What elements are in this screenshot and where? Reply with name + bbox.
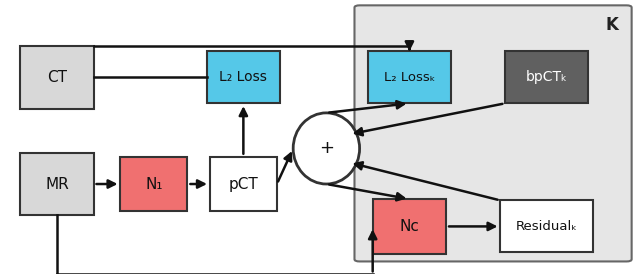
Text: Residualₖ: Residualₖ (516, 220, 578, 233)
FancyBboxPatch shape (372, 199, 446, 254)
FancyBboxPatch shape (20, 46, 93, 109)
Text: L₂ Lossₖ: L₂ Lossₖ (384, 71, 435, 84)
FancyBboxPatch shape (368, 51, 451, 103)
Text: K: K (605, 16, 618, 34)
FancyBboxPatch shape (500, 200, 593, 252)
Ellipse shape (293, 113, 360, 184)
Text: MR: MR (45, 177, 68, 191)
FancyBboxPatch shape (207, 51, 280, 103)
FancyBboxPatch shape (355, 5, 632, 262)
Text: pCT: pCT (228, 177, 259, 191)
FancyBboxPatch shape (120, 157, 188, 211)
FancyBboxPatch shape (20, 153, 93, 216)
Text: N₁: N₁ (145, 177, 163, 191)
Text: bpCTₖ: bpCTₖ (526, 70, 568, 84)
FancyBboxPatch shape (210, 157, 277, 211)
Text: +: + (319, 139, 334, 158)
Text: L₂ Loss: L₂ Loss (220, 70, 268, 84)
FancyBboxPatch shape (505, 51, 588, 103)
Text: CT: CT (47, 70, 67, 85)
Text: Nᴄ: Nᴄ (399, 219, 419, 234)
